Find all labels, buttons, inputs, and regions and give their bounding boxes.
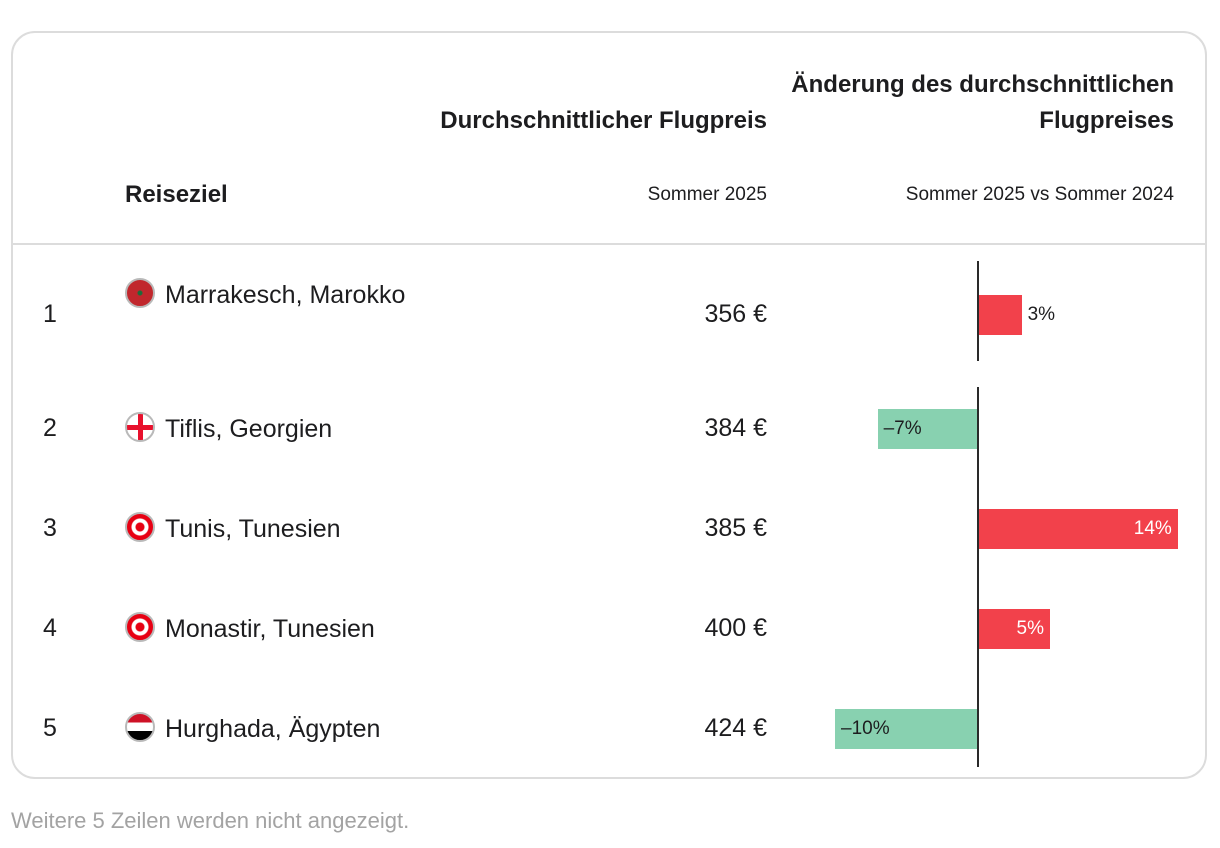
change-bar <box>979 295 1022 335</box>
zero-axis-line <box>977 261 979 361</box>
change-bar <box>877 409 977 449</box>
zero-axis-line <box>977 479 979 579</box>
destination-name: Tiflis, Georgien <box>165 415 333 443</box>
price-value: 356 € <box>704 300 767 328</box>
change-bar <box>835 709 977 749</box>
destination-name: Hurghada, Ägypten <box>165 715 381 743</box>
hidden-rows-note: Weitere 5 Zeilen werden nicht angezeigt. <box>11 808 410 833</box>
destination-column-header: Reiseziel <box>125 181 228 208</box>
destination-cell: Tunis, Tunesien <box>125 511 455 547</box>
egypt-flag-icon <box>125 712 155 743</box>
change-bar-label: –7% <box>883 418 922 439</box>
change-bar <box>979 509 1178 549</box>
price-value: 384 € <box>704 414 767 442</box>
table-row: 5 Hurghada, Ägypten 424 € –10% <box>13 679 1205 779</box>
destination-cell: Monastir, Tunesien <box>125 611 455 647</box>
change-bar-label: 14% <box>1133 518 1172 539</box>
price-value: 385 € <box>704 514 767 542</box>
change-bar-label: 5% <box>1016 618 1044 639</box>
price-column-header: Durchschnittlicher Flugpreis <box>440 107 767 134</box>
rank-number: 4 <box>43 614 57 642</box>
ranking-table-card: Reiseziel Durchschnittlicher Flugpreis S… <box>11 31 1207 779</box>
change-column-subheader: Sommer 2025 vs Sommer 2024 <box>905 184 1174 205</box>
zero-axis-line <box>977 579 979 679</box>
georgia-flag-icon <box>125 412 155 443</box>
price-value: 400 € <box>704 614 767 642</box>
rank-number: 5 <box>43 714 57 742</box>
zero-axis-line <box>977 679 979 767</box>
change-bar-label: –10% <box>841 718 890 739</box>
change-bar-label: 3% <box>1027 304 1056 325</box>
zero-axis-line <box>977 387 979 479</box>
destination-cell: Marrakesch, Marokko <box>125 277 455 313</box>
destination-name: Tunis, Tunesien <box>165 515 341 543</box>
rank-number: 3 <box>43 514 57 542</box>
destination-name: Monastir, Tunesien <box>165 615 375 643</box>
change-column-header: Änderung des durchschnittlichen Flugprei… <box>791 71 1174 134</box>
tunisia-flag-icon <box>125 512 155 543</box>
rank-number: 2 <box>43 414 57 442</box>
rank-number: 1 <box>43 300 57 328</box>
table-row: 1 Marrakesch, Marokko 356 € 3% <box>13 261 1205 361</box>
price-column-subheader: Sommer 2025 <box>647 184 767 205</box>
morocco-flag-icon <box>125 278 155 309</box>
destination-cell: Hurghada, Ägypten <box>125 711 455 747</box>
destination-cell: Tiflis, Georgien <box>125 411 455 447</box>
table-row: 2 Tiflis, Georgien 384 € –7% <box>13 379 1205 479</box>
table-row: 3 Tunis, Tunesien 385 € 14% <box>13 479 1205 579</box>
tunisia-flag-icon <box>125 612 155 643</box>
change-bar <box>979 609 1050 649</box>
table-row: 4 Monastir, Tunesien 400 € 5% <box>13 579 1205 679</box>
price-value: 424 € <box>704 714 767 742</box>
header-divider <box>13 243 1205 245</box>
destination-name: Marrakesch, Marokko <box>165 281 406 309</box>
